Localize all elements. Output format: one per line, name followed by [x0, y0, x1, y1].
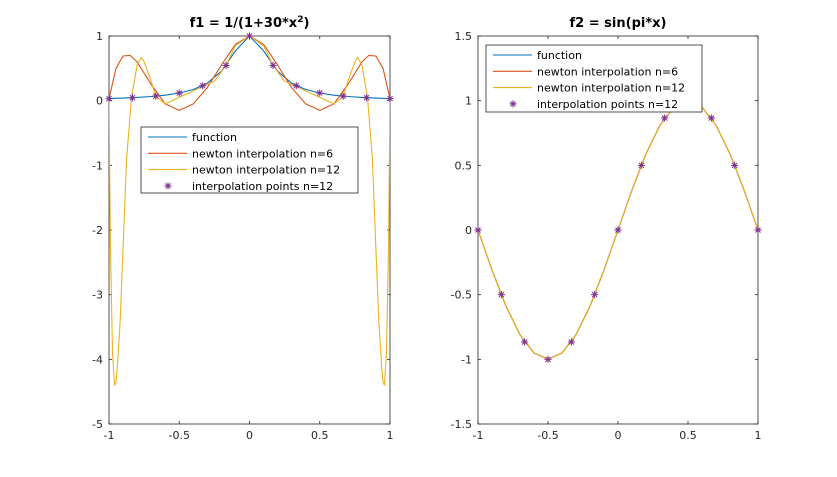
y-tick-label: -1 — [92, 159, 103, 172]
y-tick-label: 0 — [96, 95, 103, 108]
legend: function newton interpolation n=6 newton i… — [485, 44, 703, 113]
x-tick-label: 0 — [615, 429, 622, 442]
y-tick-label: -0.5 — [451, 289, 472, 302]
chart-title: f2 = sin(pi*x) — [570, 16, 667, 31]
legend-item: newton interpolation n=6 — [493, 65, 678, 78]
data-point — [128, 94, 137, 102]
legend-label: function — [537, 49, 582, 62]
data-point — [105, 94, 113, 103]
data-point — [245, 32, 254, 40]
x-tick-label: 1 — [387, 429, 394, 442]
subplots: -1 -0.5 0 0.5 1 -5 -4 -3 -2 -1 0 1 f1 = 1/(1+30*x2) f… — [92, 15, 762, 442]
legend-label: newton interpolation n=12 — [537, 82, 685, 95]
data-point — [591, 291, 599, 299]
legend-label: interpolation points n=12 — [192, 180, 333, 193]
data-point — [152, 92, 160, 100]
y-tick-label: 0.5 — [455, 159, 473, 172]
legend-label: newton interpolation n=6 — [192, 147, 333, 160]
legend-item: interpolation points n=12 — [164, 180, 333, 193]
data-point — [731, 161, 739, 169]
y-tick-label: -3 — [92, 289, 103, 302]
legend-label: newton interpolation n=6 — [537, 65, 678, 78]
data-point — [661, 114, 669, 122]
x-tick-label: -0.5 — [537, 429, 558, 442]
chart-title: f1 = 1/(1+30*x2) — [190, 15, 310, 31]
legend-item: function — [493, 49, 582, 62]
data-point — [269, 61, 277, 70]
x-tick-label: -1 — [104, 429, 115, 442]
data-point — [386, 94, 394, 103]
data-point — [754, 226, 762, 234]
data-point — [521, 338, 529, 346]
data-point — [339, 92, 347, 100]
data-point — [544, 355, 552, 363]
legend-box — [140, 126, 359, 194]
x-tick-label: -1 — [473, 429, 484, 442]
legend-item: newton interpolation n=6 — [148, 147, 333, 160]
data-point — [614, 226, 622, 234]
x-tick-label: 0.5 — [679, 429, 697, 442]
legend-item: newton interpolation n=12 — [148, 164, 340, 177]
y-tick-label: 0 — [465, 224, 472, 237]
data-point — [199, 82, 207, 90]
subplot-1: -1 -0.5 0 0.5 1 -5 -4 -3 -2 -1 0 1 f1 = 1/(1+30*x2) f… — [92, 15, 394, 442]
data-point — [316, 89, 324, 97]
data-point — [362, 94, 371, 102]
data-point — [497, 291, 505, 299]
y-tick-label: -4 — [92, 353, 103, 366]
legend-item: newton interpolation n=12 — [493, 82, 685, 95]
data-point — [637, 161, 645, 169]
data-point — [292, 82, 300, 90]
legend-label: newton interpolation n=12 — [192, 164, 340, 177]
x-tick-label: 0 — [246, 429, 253, 442]
y-tick-label: 1 — [96, 30, 103, 43]
y-tick-label: -2 — [92, 224, 103, 237]
legend-box — [485, 44, 703, 113]
axes-box — [108, 35, 391, 425]
y-tick-label: 1 — [465, 95, 472, 108]
legend-item: interpolation points n=12 — [509, 98, 678, 111]
legend-label: interpolation points n=12 — [537, 98, 678, 111]
x-tick-label: -0.5 — [169, 429, 190, 442]
x-tick-label: 0.5 — [311, 429, 329, 442]
series-line-3 — [109, 36, 390, 386]
subplot-2: -1 -0.5 0 0.5 1-1.5-1-0.500.511.5f2 = sin(pi… — [451, 16, 762, 442]
data-point — [567, 338, 575, 346]
legend-label: function — [192, 131, 237, 144]
data-point — [222, 61, 230, 70]
series-line-2 — [109, 36, 390, 111]
y-tick-label: -5 — [92, 418, 103, 431]
y-tick-label: -1 — [461, 353, 472, 366]
data-point — [474, 226, 482, 234]
legend-marker-swatch — [509, 100, 517, 108]
data-point — [707, 114, 715, 122]
y-tick-label: -1.5 — [451, 418, 472, 431]
legend-item: function — [148, 131, 237, 144]
x-tick-label: 1 — [755, 429, 762, 442]
data-point — [175, 89, 183, 97]
legend: function newton interpolation n=6 newton i… — [140, 126, 359, 194]
y-tick-label: 1.5 — [455, 30, 473, 43]
legend-marker-swatch — [164, 182, 172, 190]
